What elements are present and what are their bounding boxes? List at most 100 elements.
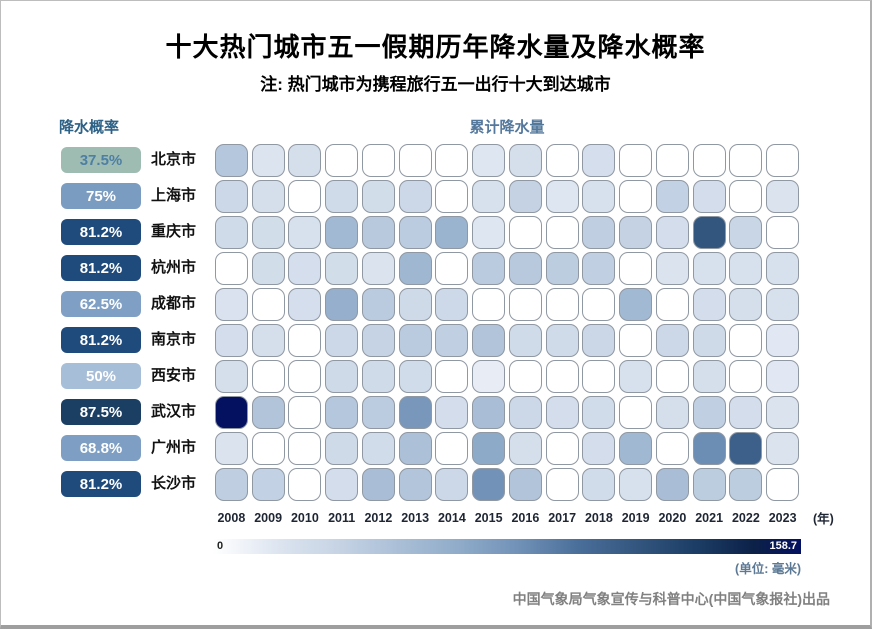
heatmap-cell-slot xyxy=(617,430,654,466)
heatmap-cell xyxy=(398,395,432,429)
heatmap-cell-slot xyxy=(213,466,250,502)
heatmap-cell-slot xyxy=(654,214,691,250)
heatmap-row-cells xyxy=(213,358,801,394)
heatmap-cell xyxy=(288,251,322,285)
heatmap-cell xyxy=(655,143,689,177)
heatmap-cell xyxy=(214,395,248,429)
heatmap-cell xyxy=(582,467,616,501)
heatmap-cell xyxy=(655,323,689,357)
heatmap-cell xyxy=(619,143,653,177)
heatmap-cell-slot xyxy=(360,358,397,394)
heatmap-cell xyxy=(766,323,800,357)
heatmap-cell xyxy=(472,251,506,285)
heatmap-cell-slot xyxy=(654,358,691,394)
heatmap-cell-slot xyxy=(507,286,544,322)
heatmap-cell xyxy=(288,287,322,321)
year-tick-label: 2019 xyxy=(621,510,650,525)
heatmap-cell xyxy=(655,215,689,249)
heatmap-cell-slot xyxy=(654,178,691,214)
year-tick-label: 2016 xyxy=(511,510,540,525)
heatmap-cell xyxy=(325,287,359,321)
heatmap-cell xyxy=(251,395,285,429)
heatmap-cell-slot xyxy=(213,178,250,214)
heatmap-cell-slot xyxy=(250,358,287,394)
heatmap-cell xyxy=(545,431,579,465)
heatmap-cell xyxy=(325,395,359,429)
heatmap-cell xyxy=(729,395,763,429)
heatmap-cell-slot xyxy=(434,430,471,466)
heatmap-cell-slot xyxy=(250,394,287,430)
heatmap-cell-slot xyxy=(728,430,765,466)
heatmap-cell-slot xyxy=(654,430,691,466)
heatmap-cell-slot xyxy=(728,142,765,178)
heatmap-cell-slot xyxy=(691,214,728,250)
heatmap-cell-slot xyxy=(581,394,618,430)
heatmap-cell xyxy=(398,287,432,321)
heatmap-cell xyxy=(729,143,763,177)
heatmap-cell xyxy=(729,179,763,213)
heatmap-cell-slot xyxy=(470,358,507,394)
heatmap-cell-slot xyxy=(728,214,765,250)
heatmap-cell xyxy=(435,287,469,321)
heatmap-cell-slot xyxy=(213,214,250,250)
heatmap-cell-slot xyxy=(397,322,434,358)
heatmap-cell xyxy=(214,287,248,321)
city-row: 68.8% 广州市 xyxy=(1,430,870,466)
heatmap-cell-slot xyxy=(323,250,360,286)
heatmap-cell-slot xyxy=(287,178,324,214)
heatmap-cell-slot xyxy=(544,214,581,250)
heatmap-cell xyxy=(251,287,285,321)
heatmap-cell-slot xyxy=(434,358,471,394)
year-tick-label: 2010 xyxy=(290,510,319,525)
heatmap-cell xyxy=(582,179,616,213)
heatmap-cell xyxy=(655,179,689,213)
heatmap-cell xyxy=(214,467,248,501)
heatmap-cell xyxy=(766,143,800,177)
year-axis-unit: (年) xyxy=(813,512,834,526)
heatmap-cell xyxy=(766,287,800,321)
heatmap-cell-slot xyxy=(470,214,507,250)
heatmap-cell-slot xyxy=(323,394,360,430)
heatmap-cell-slot xyxy=(250,178,287,214)
heatmap-cell-slot xyxy=(764,214,801,250)
heatmap-cell-slot xyxy=(397,142,434,178)
heatmap-cell-slot xyxy=(691,394,728,430)
probability-badge: 68.8% xyxy=(61,435,141,461)
heatmap-cell-slot xyxy=(323,286,360,322)
heatmap-cell xyxy=(619,251,653,285)
heatmap-cell-slot xyxy=(728,322,765,358)
heatmap-cell xyxy=(692,179,726,213)
heatmap-cell-slot xyxy=(617,214,654,250)
credit-line: 中国气象局气象宣传与科普中心(中国气象报社)出品 xyxy=(512,591,830,607)
page-title: 十大热门城市五一假期历年降水量及降水概率 xyxy=(165,32,706,62)
heatmap-cell xyxy=(508,359,542,393)
heatmap-cell-slot xyxy=(544,394,581,430)
heatmap-cell-slot xyxy=(470,394,507,430)
city-row: 81.2% 长沙市 xyxy=(1,466,870,502)
heatmap-cell xyxy=(398,359,432,393)
heatmap-cell xyxy=(361,251,395,285)
heatmap-cell-slot xyxy=(544,286,581,322)
heatmap-cell-slot xyxy=(764,430,801,466)
probability-badge: 37.5% xyxy=(61,147,141,173)
heatmap-cell-slot xyxy=(360,430,397,466)
city-label: 南京市 xyxy=(151,331,197,348)
heatmap-cell xyxy=(288,359,322,393)
heatmap-cell xyxy=(288,467,322,501)
heatmap-cell xyxy=(729,467,763,501)
year-tick-label: 2008 xyxy=(217,510,246,525)
heatmap-cell-slot xyxy=(213,394,250,430)
heatmap-cell xyxy=(545,179,579,213)
heatmap-cell xyxy=(692,359,726,393)
heatmap-cell xyxy=(214,143,248,177)
heatmap-cell-slot xyxy=(323,466,360,502)
heatmap-cell xyxy=(655,287,689,321)
heatmap-cell xyxy=(582,215,616,249)
heatmap-cell xyxy=(214,431,248,465)
heatmap-cell xyxy=(472,287,506,321)
heatmap-cell xyxy=(435,359,469,393)
heatmap-cell-slot xyxy=(544,250,581,286)
year-tick-label: 2020 xyxy=(658,510,687,525)
heatmap-cell xyxy=(582,251,616,285)
city-label: 广州市 xyxy=(151,439,197,456)
